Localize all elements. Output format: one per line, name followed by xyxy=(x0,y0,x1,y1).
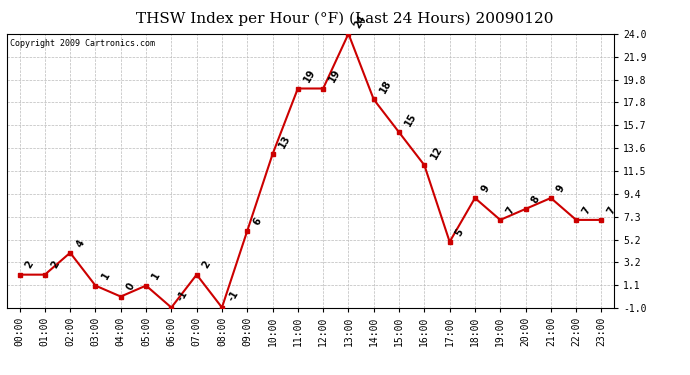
Text: 12: 12 xyxy=(428,144,444,161)
Text: 1: 1 xyxy=(99,271,112,281)
Text: 13: 13 xyxy=(277,134,292,150)
Text: -1: -1 xyxy=(226,289,240,303)
Text: THSW Index per Hour (°F) (Last 24 Hours) 20090120: THSW Index per Hour (°F) (Last 24 Hours)… xyxy=(136,11,554,26)
Text: 8: 8 xyxy=(530,194,542,205)
Text: 7: 7 xyxy=(606,205,618,216)
Text: 15: 15 xyxy=(403,111,419,128)
Text: 7: 7 xyxy=(580,205,592,216)
Text: 1: 1 xyxy=(150,271,162,281)
Text: 19: 19 xyxy=(302,68,317,84)
Text: 9: 9 xyxy=(555,183,567,194)
Text: 0: 0 xyxy=(125,282,137,292)
Text: 9: 9 xyxy=(479,183,491,194)
Text: -1: -1 xyxy=(175,289,190,303)
Text: 2: 2 xyxy=(49,260,61,270)
Text: 24: 24 xyxy=(353,13,368,30)
Text: 2: 2 xyxy=(23,260,36,270)
Text: Copyright 2009 Cartronics.com: Copyright 2009 Cartronics.com xyxy=(10,39,155,48)
Text: 7: 7 xyxy=(504,205,516,216)
Text: 5: 5 xyxy=(454,227,466,238)
Text: 18: 18 xyxy=(378,78,393,95)
Text: 2: 2 xyxy=(201,260,213,270)
Text: 6: 6 xyxy=(251,216,264,226)
Text: 4: 4 xyxy=(75,238,86,249)
Text: 19: 19 xyxy=(327,68,343,84)
